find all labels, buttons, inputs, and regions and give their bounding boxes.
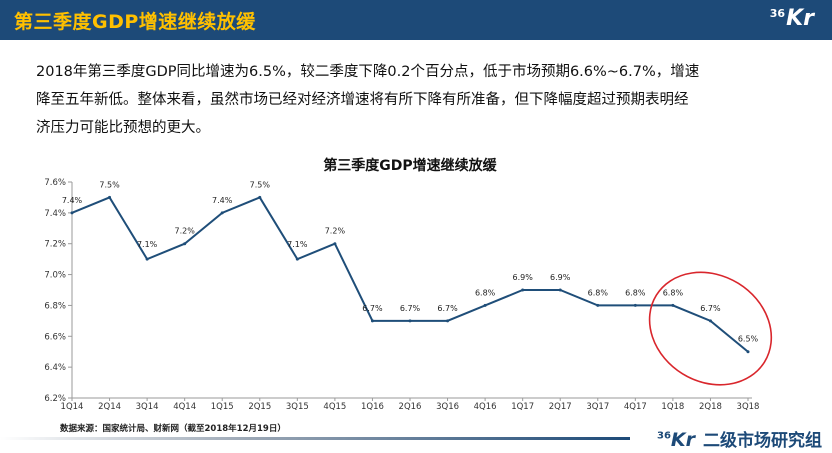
data-point bbox=[596, 303, 600, 307]
data-label: 6.8% bbox=[625, 288, 646, 297]
data-point bbox=[746, 350, 750, 354]
x-tick-label: 3Q16 bbox=[436, 402, 459, 412]
chart-series bbox=[70, 195, 773, 386]
intro-line-3: 济压力可能比预想的更大。 bbox=[36, 120, 210, 136]
data-point bbox=[183, 242, 187, 246]
x-tick-label: 2Q14 bbox=[98, 402, 121, 412]
x-tick-label: 2Q16 bbox=[399, 402, 422, 412]
x-tick-label: 3Q17 bbox=[586, 402, 609, 412]
data-label: 7.5% bbox=[99, 180, 120, 189]
footer-logo-number: 36 bbox=[656, 430, 671, 442]
data-label: 6.5% bbox=[738, 335, 759, 344]
x-tick-label: 1Q15 bbox=[211, 402, 234, 412]
data-label: 7.5% bbox=[250, 180, 271, 189]
data-label: 6.8% bbox=[588, 288, 609, 297]
data-label: 6.9% bbox=[513, 273, 534, 282]
x-tick-label: 3Q15 bbox=[286, 402, 309, 412]
intro-line-1: 2018年第三季度GDP同比增速为6.5%，较二季度下降0.2个百分点，低于市场… bbox=[36, 64, 700, 80]
y-tick-label: 7.6% bbox=[44, 178, 66, 188]
highlight-ellipse bbox=[648, 271, 773, 386]
footer-logo-text: Kr bbox=[670, 429, 695, 451]
x-tick-label: 3Q18 bbox=[737, 402, 760, 412]
data-point bbox=[295, 257, 299, 261]
data-label: 7.2% bbox=[175, 227, 196, 236]
data-label: 7.2% bbox=[325, 227, 346, 236]
data-label: 6.7% bbox=[362, 304, 383, 313]
logo-text: Kr bbox=[786, 6, 814, 31]
intro-line-2: 降至五年新低。整体来看，虽然市场已经对经济增速将有所下降有所准备，但下降幅度超过… bbox=[36, 92, 689, 108]
data-label: 6.9% bbox=[550, 273, 571, 282]
data-point bbox=[446, 319, 450, 323]
chart-data-labels: 7.4% 7.5% 7.1% 7.2% 7.4% 7.5% 7.1% 7.2% 6.7% 6.7%… bbox=[62, 180, 759, 343]
data-label: 7.1% bbox=[287, 240, 308, 249]
data-point bbox=[108, 195, 112, 199]
data-label: 7.4% bbox=[212, 196, 233, 205]
data-point bbox=[258, 195, 262, 199]
y-tick-label: 6.4% bbox=[44, 363, 66, 373]
x-tick-label: 1Q14 bbox=[61, 402, 84, 412]
data-point bbox=[558, 288, 562, 292]
x-tick-label: 4Q17 bbox=[624, 402, 647, 412]
data-point bbox=[408, 319, 412, 323]
x-tick-label: 3Q14 bbox=[136, 402, 159, 412]
data-point bbox=[220, 211, 224, 215]
brand-logo: 36Kr bbox=[770, 6, 814, 31]
footer-divider bbox=[0, 437, 630, 440]
x-tick-label: 1Q18 bbox=[661, 402, 684, 412]
y-tick-label: 6.8% bbox=[44, 301, 66, 311]
x-tick-label: 2Q18 bbox=[699, 402, 722, 412]
footer-brand-name: 二级市场研究组 bbox=[703, 431, 822, 451]
footer-brand: 36Kr 二级市场研究组 bbox=[657, 426, 822, 451]
data-label: 6.7% bbox=[400, 304, 421, 313]
x-tick-label: 1Q17 bbox=[511, 402, 534, 412]
data-label: 6.8% bbox=[475, 288, 496, 297]
x-tick-label: 4Q14 bbox=[173, 402, 196, 412]
data-point bbox=[483, 303, 487, 307]
chart-axes: 6.2% 6.4% 6.6% 6.8% 7.0% 7.2% 7.4% 7.6% 1Q14 2Q14… bbox=[44, 178, 759, 412]
x-tick-label: 2Q17 bbox=[549, 402, 572, 412]
data-label: 7.4% bbox=[62, 196, 83, 205]
y-tick-label: 7.4% bbox=[44, 209, 66, 219]
y-tick-label: 6.2% bbox=[44, 394, 66, 404]
data-source-note: 数据来源：国家统计局、财新网（截至2018年12月19日） bbox=[60, 424, 286, 434]
data-point bbox=[70, 211, 74, 215]
header-bar: 第三季度GDP增速继续放缓 36Kr bbox=[0, 0, 832, 40]
data-point bbox=[671, 303, 675, 307]
gdp-growth-line bbox=[71, 196, 749, 353]
x-tick-label: 4Q15 bbox=[323, 402, 346, 412]
data-point bbox=[333, 242, 337, 246]
logo-number: 36 bbox=[769, 6, 786, 20]
data-label: 6.7% bbox=[437, 304, 458, 313]
x-tick-label: 2Q15 bbox=[248, 402, 271, 412]
data-label: 6.8% bbox=[663, 288, 684, 297]
x-tick-label: 1Q16 bbox=[361, 402, 384, 412]
data-label: 6.7% bbox=[700, 304, 721, 313]
data-point bbox=[370, 319, 374, 323]
data-point bbox=[521, 288, 525, 292]
data-point bbox=[708, 319, 712, 323]
footer-logo: 36Kr bbox=[657, 429, 695, 451]
y-tick-label: 6.6% bbox=[44, 332, 66, 342]
data-point bbox=[633, 303, 637, 307]
intro-paragraph: 2018年第三季度GDP同比增速为6.5%，较二季度下降0.2个百分点，低于市场… bbox=[36, 58, 776, 142]
y-tick-label: 7.2% bbox=[44, 240, 66, 250]
data-point bbox=[145, 257, 149, 261]
data-label: 7.1% bbox=[137, 240, 158, 249]
y-tick-label: 7.0% bbox=[44, 271, 66, 281]
page-title: 第三季度GDP增速继续放缓 bbox=[14, 11, 256, 33]
chart-title: 第三季度GDP增速继续放缓 bbox=[323, 157, 497, 174]
x-tick-label: 4Q16 bbox=[474, 402, 497, 412]
